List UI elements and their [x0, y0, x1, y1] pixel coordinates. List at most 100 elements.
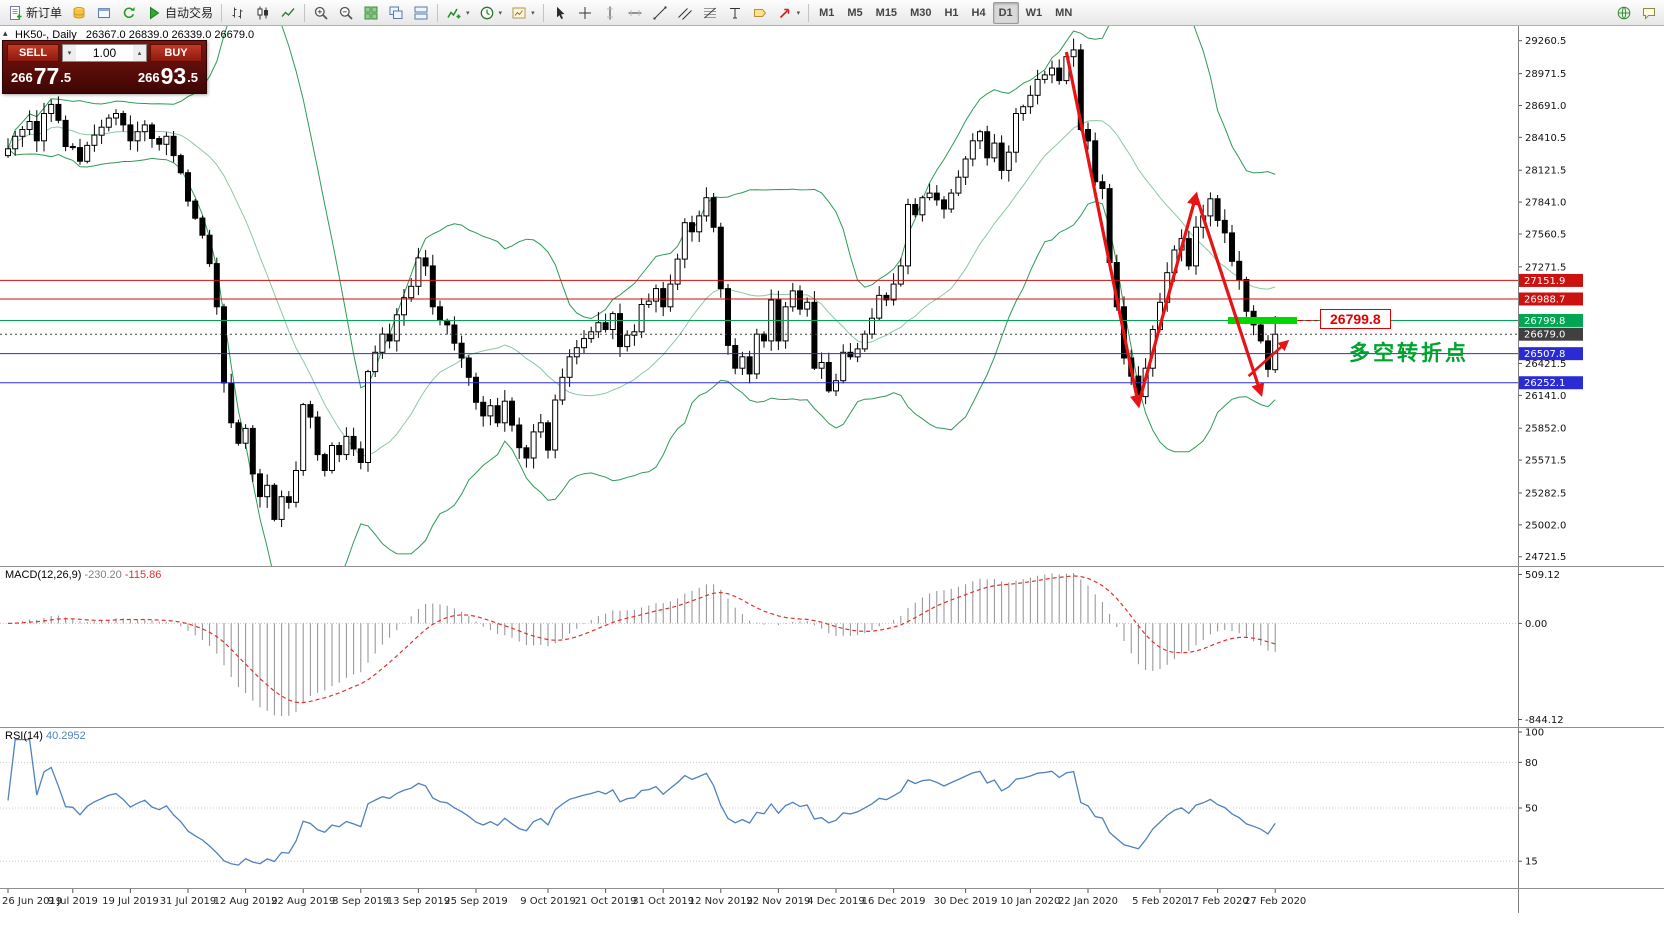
timeframe-m15-button[interactable]: M15	[870, 2, 903, 24]
zoom-out-button[interactable]	[334, 2, 358, 24]
toolbar-separator	[542, 3, 544, 22]
timeframe-mn-button[interactable]: MN	[1049, 2, 1078, 24]
sell-price-prefix: 266	[11, 70, 33, 85]
zoom-in-button[interactable]	[309, 2, 333, 24]
price-tag	[1519, 376, 1583, 390]
price-axis-label: 26421.5	[1525, 359, 1566, 370]
community-button[interactable]	[1612, 2, 1636, 24]
candles-layer	[5, 38, 1279, 528]
one-click-collapse-icon[interactable]: ▴	[3, 28, 8, 38]
market-watch-button[interactable]	[67, 2, 91, 24]
volume-increase-button[interactable]: ▴	[133, 45, 146, 61]
trend-icon	[653, 6, 667, 19]
refresh-icon	[123, 6, 135, 18]
vline-icon	[606, 6, 613, 19]
date-axis-label: 3 Sep 2019	[332, 896, 389, 907]
bar-chart-mode-button[interactable]	[226, 2, 250, 24]
price-axis-label: 29260.5	[1525, 36, 1566, 47]
highlight-zone-bar[interactable]	[1228, 316, 1297, 324]
channel-tool-button[interactable]	[673, 2, 697, 24]
price-tag	[1519, 292, 1583, 306]
date-axis-label: 16 Dec 2019	[862, 896, 926, 907]
rsi-name: RSI(14)	[5, 730, 43, 742]
date-axis-label: 21 Oct 2019	[575, 896, 637, 907]
templates-button[interactable]: ▾	[507, 2, 539, 24]
arrange-windows-button[interactable]	[409, 2, 433, 24]
line-icon	[281, 7, 295, 17]
date-axis-label: 5 Feb 2020	[1132, 896, 1188, 907]
macd-canvas[interactable]: 509.12 0.00 -844.12	[0, 567, 1664, 727]
trend-arrow-annotation[interactable]	[1136, 191, 1200, 406]
arrange-icon	[414, 6, 428, 19]
volume-input[interactable]	[76, 46, 133, 60]
indicators-button[interactable]: ▾	[442, 2, 474, 24]
macd-signal-line	[7, 575, 1276, 704]
cascade-windows-button[interactable]	[384, 2, 408, 24]
volume-decrease-button[interactable]: ▾	[63, 45, 76, 61]
hline-icon	[628, 9, 642, 16]
sell-button[interactable]: SELL	[7, 44, 59, 62]
fibonacci-tool-button[interactable]	[698, 2, 722, 24]
timeframe-h1-button[interactable]: H1	[938, 2, 964, 24]
timeframe-m1-button[interactable]: M1	[813, 2, 840, 24]
buy-price-big: 93	[160, 63, 187, 89]
bollinger-middle-band	[7, 119, 1276, 457]
label-tool-button[interactable]	[748, 2, 772, 24]
trend-arrow-annotation[interactable]	[1064, 51, 1144, 409]
dropdown-arrow-icon: ▾	[498, 9, 503, 17]
candles-icon	[257, 6, 269, 19]
rsi-canvas[interactable]: 100 80 50 15	[0, 728, 1664, 888]
date-axis-label: 22 Aug 2019	[271, 896, 335, 907]
zoomout-icon	[339, 6, 353, 20]
new-order-button[interactable]: 新订单	[3, 2, 66, 24]
bounce-arrow-annotation[interactable]	[1247, 339, 1290, 378]
text-tool-button[interactable]	[723, 2, 747, 24]
one-click-prices-row: 266 77.5 266 93.5	[3, 65, 206, 93]
auto-trading-button[interactable]: 自动交易	[142, 2, 217, 24]
timeframe-m5-button[interactable]: M5	[841, 2, 868, 24]
timeframe-w1-button[interactable]: W1	[1020, 2, 1049, 24]
data-window-button[interactable]	[92, 2, 116, 24]
timeframe-m30-button[interactable]: M30	[904, 2, 937, 24]
date-axis-label: 31 Oct 2019	[632, 896, 694, 907]
price-axis-label: 24721.5	[1525, 552, 1566, 563]
date-axis-label: 19 Jul 2019	[102, 896, 159, 907]
toolbar-separator	[304, 3, 306, 22]
trendline-tool-button[interactable]	[648, 2, 672, 24]
chat-icon	[1643, 7, 1655, 20]
timeframe-h4-button[interactable]: H4	[966, 2, 992, 24]
price-tag	[1519, 347, 1583, 361]
date-axis-label: 22 Nov 2019	[746, 896, 810, 907]
play-icon	[150, 6, 160, 19]
price-axis-label: 27841.0	[1525, 198, 1566, 209]
toolbar: 新订单 自动交易 ▾ ▾ ▾ ▾ M1 M5 M15 M30 H1 H4 D1 W1 MN	[0, 0, 1664, 26]
tile-windows-button[interactable]	[359, 2, 383, 24]
toolbar-separator	[221, 3, 223, 22]
vertical-line-tool-button[interactable]	[598, 2, 622, 24]
horizontal-line-tool-button[interactable]	[623, 2, 647, 24]
price-tag-text: 26799.8	[1524, 316, 1565, 327]
dropdown-arrow-icon: ▾	[531, 9, 535, 17]
cursor-tool-button[interactable]	[548, 2, 572, 24]
macd-signal-value: -115.86	[124, 569, 162, 581]
candlestick-mode-button[interactable]	[251, 2, 275, 24]
arrows-tool-button[interactable]: ▾	[773, 2, 805, 24]
price-tag-text: 26988.7	[1524, 294, 1565, 305]
line-chart-mode-button[interactable]	[276, 2, 300, 24]
date-axis-label: 22 Jan 2020	[1058, 896, 1118, 907]
periods-button[interactable]: ▾	[475, 2, 507, 24]
date-axis-label: 17 Feb 2020	[1186, 896, 1248, 907]
price-chart-canvas[interactable]: 27151.9 26988.7 26799.8 26679.0 26507.8 26252…	[0, 26, 1664, 566]
refresh-button[interactable]	[117, 2, 141, 24]
volume-control: ▾ ▴	[62, 44, 147, 62]
crosshair-tool-button[interactable]	[573, 2, 597, 24]
trend-arrow-annotation[interactable]	[1194, 194, 1265, 398]
rsi-axis-label: 80	[1525, 758, 1538, 769]
timeframe-d1-button[interactable]: D1	[992, 1, 1019, 24]
price-axis-label: 28691.0	[1525, 101, 1566, 112]
chat-button[interactable]	[1637, 2, 1661, 24]
price-callout-label[interactable]: 26799.8	[1320, 309, 1391, 330]
buy-button[interactable]: BUY	[150, 44, 202, 62]
